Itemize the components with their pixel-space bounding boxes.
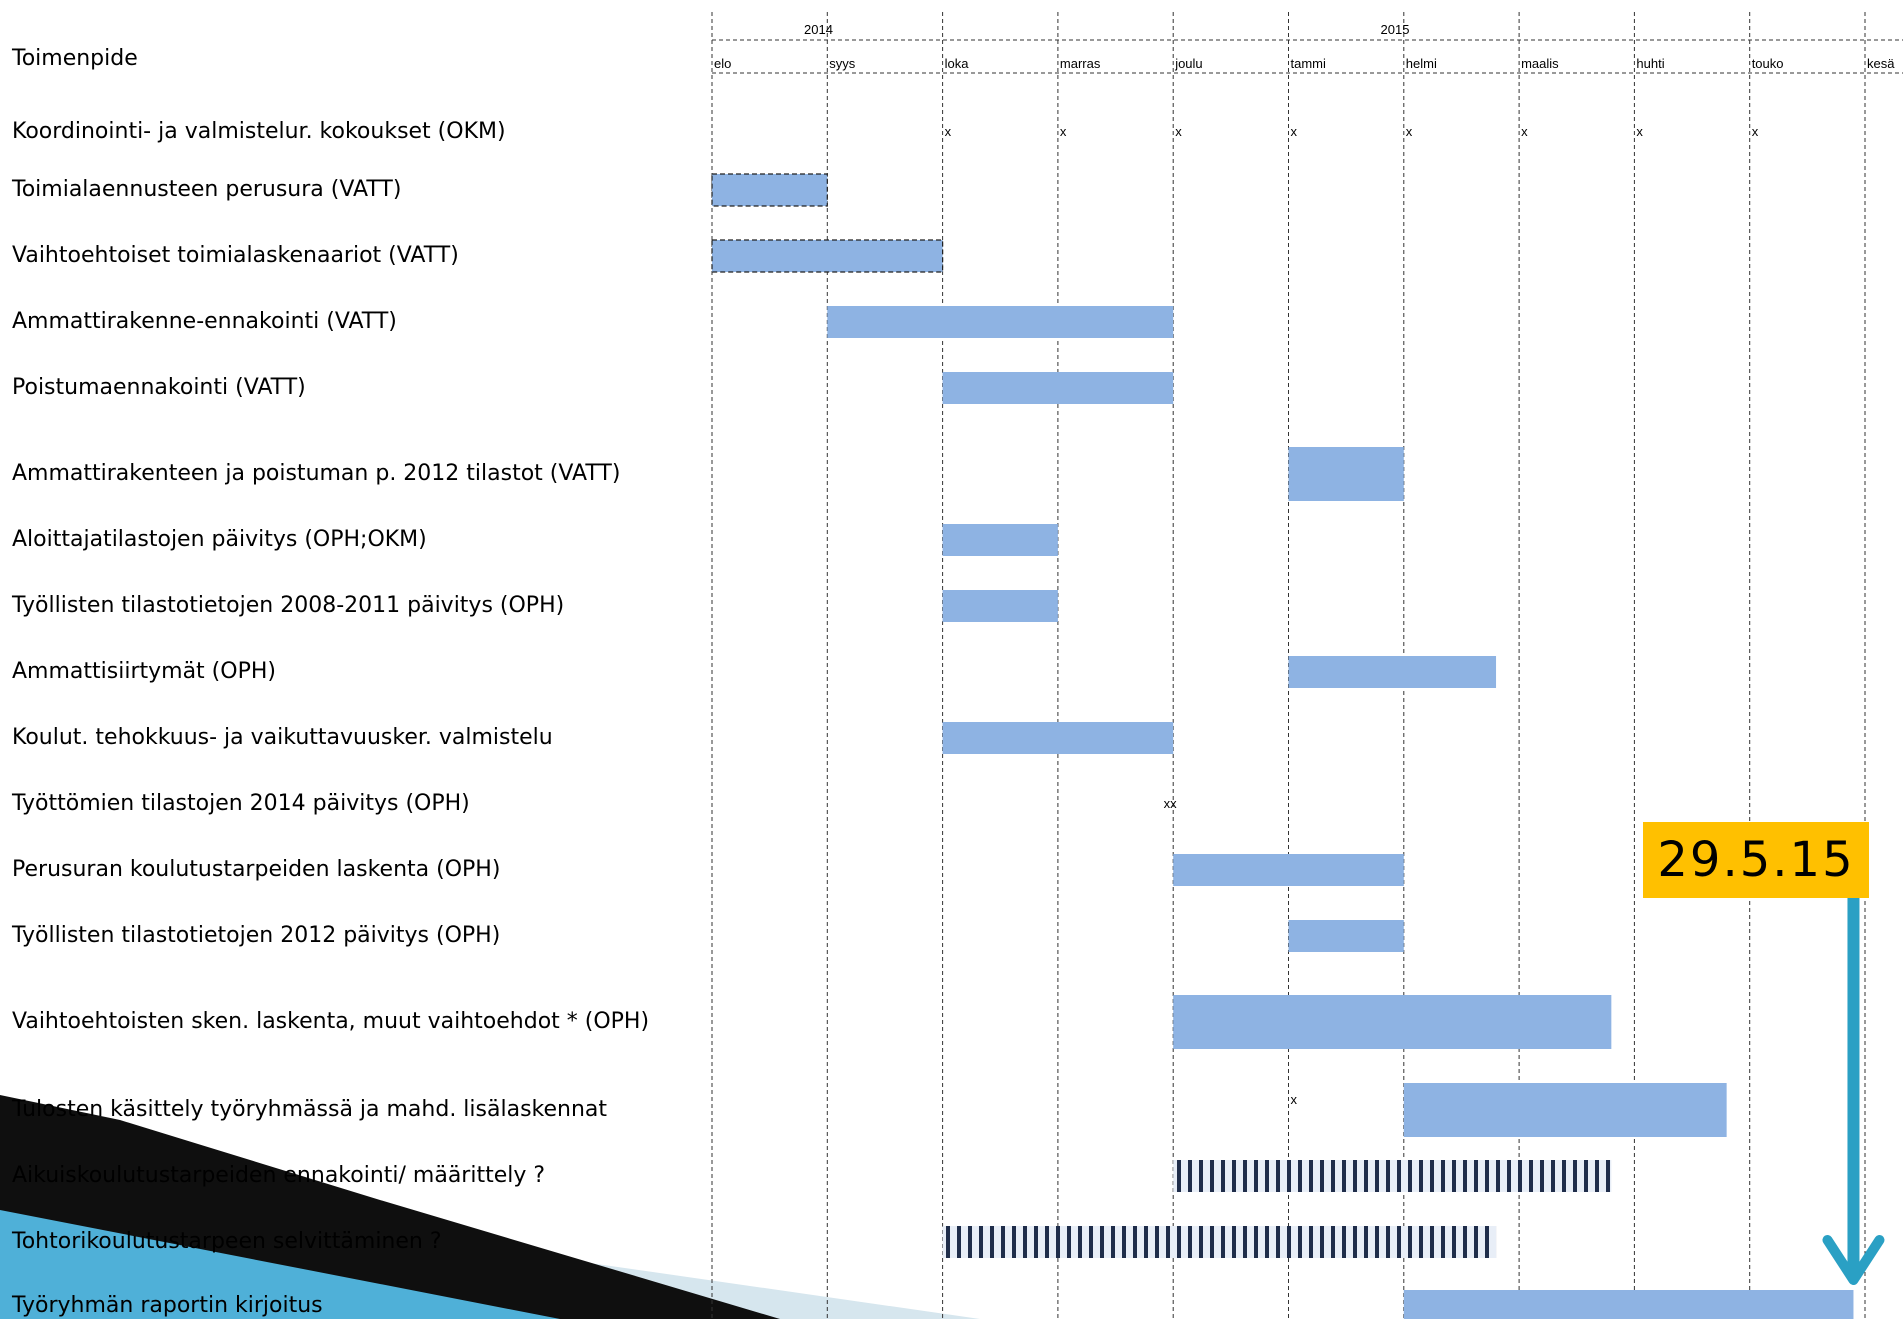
task-bar bbox=[942, 590, 1058, 622]
task-bar bbox=[827, 306, 1174, 338]
task-bar bbox=[711, 173, 828, 207]
milestone-mark: xx bbox=[1164, 796, 1178, 811]
task-label: Työllisten tilastotietojen 2008-2011 päi… bbox=[12, 593, 565, 618]
year-label: 2015 bbox=[1381, 22, 1410, 37]
month-label: tammi bbox=[1291, 56, 1327, 71]
task-label: Ammattirakenne-ennakointi (VATT) bbox=[12, 309, 397, 334]
task-label: Tulosten käsittely työryhmässä ja mahd. … bbox=[12, 1097, 608, 1122]
wave-decoration-dark bbox=[0, 1095, 780, 1319]
task-label: Vaihtoehtoisten sken. laskenta, muut vai… bbox=[12, 1009, 650, 1034]
task-label: Koulut. tehokkuus- ja vaikuttavuusker. v… bbox=[12, 725, 553, 750]
task-label: Työttömien tilastojen 2014 päivitys (OPH… bbox=[12, 791, 470, 816]
task-bar bbox=[942, 372, 1174, 404]
task-bar bbox=[1173, 995, 1612, 1049]
month-label: maalis bbox=[1521, 56, 1559, 71]
milestone-mark: x bbox=[1060, 124, 1067, 139]
task-label: Koordinointi- ja valmistelur. kokoukset … bbox=[12, 119, 506, 144]
deadline-arrow-head bbox=[1822, 1235, 1885, 1285]
task-label: Perusuran koulutustarpeiden laskenta (OP… bbox=[12, 857, 501, 882]
task-column-header: Toimenpide bbox=[12, 46, 138, 71]
year-label: 2014 bbox=[804, 22, 833, 37]
task-bar bbox=[942, 722, 1174, 754]
task-bar bbox=[1173, 1160, 1612, 1192]
month-label: helmi bbox=[1406, 56, 1437, 71]
month-label: joulu bbox=[1174, 56, 1202, 71]
task-bar bbox=[1173, 854, 1404, 886]
milestone-mark: x bbox=[1406, 124, 1413, 139]
task-label: Työllisten tilastotietojen 2012 päivitys… bbox=[12, 923, 501, 948]
task-label: Aikuiskoulutustarpeiden ennakointi/ määr… bbox=[12, 1163, 546, 1188]
deadline-callout: 29.5.15 bbox=[1643, 822, 1869, 898]
task-label: Tohtorikoulutustarpeen selvittäminen ? bbox=[12, 1229, 442, 1254]
task-bar bbox=[1403, 1083, 1727, 1137]
task-label: Ammattirakenteen ja poistuman p. 2012 ti… bbox=[12, 461, 621, 486]
milestone-mark: x bbox=[1752, 124, 1759, 139]
month-label: touko bbox=[1752, 56, 1784, 71]
milestone-mark: x bbox=[945, 124, 952, 139]
month-label: marras bbox=[1060, 56, 1101, 71]
milestone-mark: x bbox=[1636, 124, 1643, 139]
milestone-mark: x bbox=[1291, 1092, 1298, 1107]
milestone-mark: x bbox=[1521, 124, 1528, 139]
month-label: loka bbox=[945, 56, 970, 71]
task-bar bbox=[942, 1226, 1497, 1258]
task-label: Työryhmän raportin kirjoitus bbox=[12, 1293, 323, 1318]
task-bar bbox=[1403, 1290, 1854, 1319]
month-label: huhti bbox=[1636, 56, 1664, 71]
task-bar bbox=[942, 524, 1058, 556]
month-label: kesä bbox=[1867, 56, 1895, 71]
month-label: elo bbox=[714, 56, 731, 71]
task-bar bbox=[711, 239, 944, 273]
task-label: Ammattisiirtymät (OPH) bbox=[12, 659, 276, 684]
task-label: Poistumaennakointi (VATT) bbox=[12, 375, 306, 400]
task-label: Toimialaennusteen perusura (VATT) bbox=[12, 177, 402, 202]
milestone-mark: x bbox=[1291, 124, 1298, 139]
task-bar bbox=[1288, 447, 1404, 501]
task-bar bbox=[1288, 656, 1497, 688]
task-label: Vaihtoehtoiset toimialaskenaariot (VATT) bbox=[12, 243, 459, 268]
month-label: syys bbox=[829, 56, 856, 71]
task-bar bbox=[1288, 920, 1404, 952]
task-label: Aloittajatilastojen päivitys (OPH;OKM) bbox=[12, 527, 427, 552]
wave-decoration-blue bbox=[0, 1125, 760, 1319]
milestone-mark: x bbox=[1175, 124, 1182, 139]
